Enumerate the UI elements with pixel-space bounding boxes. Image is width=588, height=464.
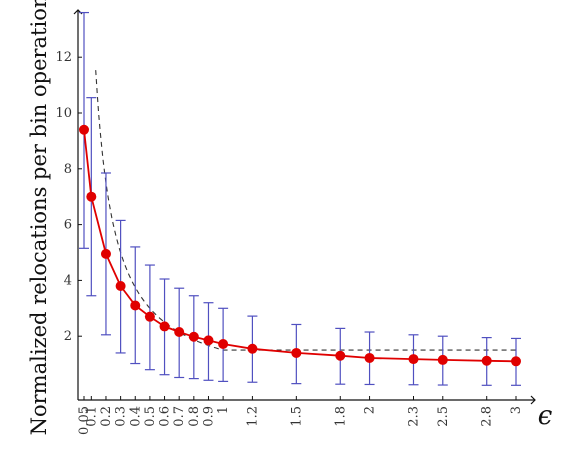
reference-dashed-line: [95, 70, 516, 351]
data-point: [364, 352, 375, 363]
y-tick-label: 2: [64, 329, 72, 344]
data-point: [247, 343, 258, 354]
x-tick-label: 0.4: [128, 406, 143, 427]
data-point: [100, 248, 111, 259]
data-series: [79, 124, 521, 367]
x-tick-label: 2.5: [436, 406, 451, 427]
y-tick-label: 12: [55, 50, 72, 65]
data-point: [291, 347, 302, 358]
x-tick-label: 0.7: [172, 406, 187, 427]
reference-curve: [95, 70, 516, 351]
x-tick-label: 3: [509, 406, 524, 414]
series-line: [83, 129, 517, 363]
y-tick-label: 4: [64, 273, 72, 288]
data-point: [159, 321, 170, 332]
y-axis-label: Normalized relocations per bin operation: [27, 0, 51, 435]
x-tick-label: 0.9: [201, 406, 216, 427]
data-point: [335, 350, 346, 361]
x-tick-label: 0.1: [84, 406, 99, 427]
data-point: [115, 280, 126, 291]
x-tick-label: 0.3: [114, 406, 129, 427]
data-point: [481, 355, 492, 366]
y-tick-label: 6: [64, 218, 72, 233]
data-point: [437, 354, 448, 365]
data-point: [79, 124, 89, 135]
data-point: [174, 327, 185, 338]
x-tick-label: 1.8: [333, 406, 348, 427]
x-tick-label: 0.6: [158, 406, 173, 427]
data-point: [130, 300, 141, 311]
x-tick-label: 1.5: [289, 406, 304, 427]
data-point: [188, 331, 199, 342]
x-tick-label: 2.8: [480, 406, 495, 427]
y-tick-label: 8: [64, 162, 72, 177]
data-point: [203, 335, 214, 346]
x-tick-label: 1: [216, 406, 231, 414]
data-point: [408, 354, 419, 365]
data-point: [144, 311, 155, 322]
x-tick-label: 2.3: [406, 406, 421, 427]
x-tick-label: 0.8: [187, 406, 202, 427]
y-tick-label: 10: [55, 106, 72, 121]
x-tick-label: 1.2: [245, 406, 260, 427]
x-tick-label: 2: [363, 406, 378, 414]
x-tick-label: 0.5: [143, 406, 158, 427]
x-axis-label: ϵ: [538, 401, 553, 431]
x-tick-label: 0.05: [77, 406, 92, 435]
error-bars: [79, 11, 521, 386]
x-tick-label: 0.2: [99, 406, 114, 427]
data-point: [86, 191, 97, 202]
data-point: [511, 356, 521, 367]
data-point: [218, 339, 229, 350]
axes: [73, 9, 536, 405]
